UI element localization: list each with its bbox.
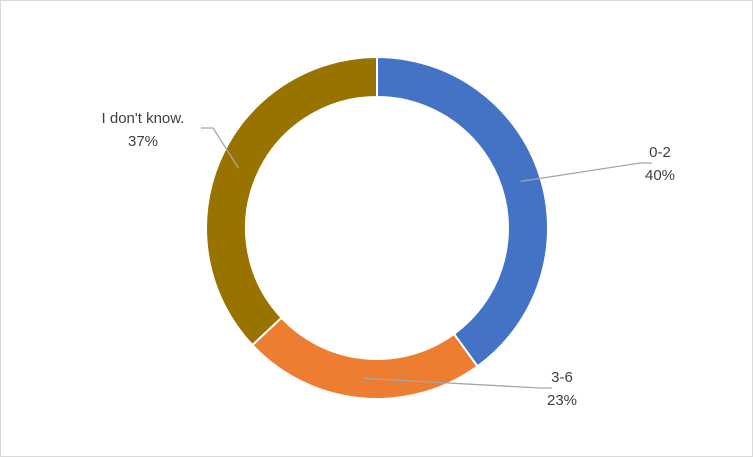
data-label-category: 3-6: [551, 369, 573, 386]
leader-line: [201, 127, 239, 169]
leader-line: [520, 162, 652, 182]
data-label-category: 0-2: [649, 144, 671, 161]
donut-segment: [204, 55, 378, 347]
leader-line: [362, 377, 552, 389]
data-label-category: I don't know.: [102, 110, 185, 127]
data-label-value: 37%: [128, 133, 158, 150]
data-label-value: 40%: [645, 167, 675, 184]
donut-segment: [376, 55, 549, 368]
data-label-value: 23%: [547, 392, 577, 409]
